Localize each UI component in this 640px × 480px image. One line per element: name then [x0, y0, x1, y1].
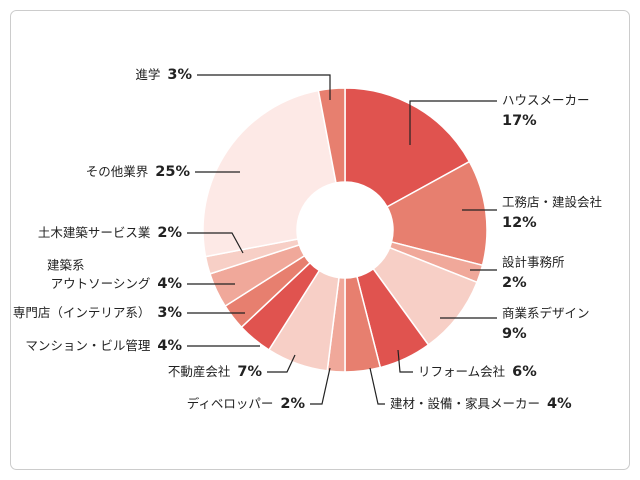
value-label: 4% — [157, 276, 182, 292]
data-label: 土木建築サービス業 2% — [38, 225, 183, 242]
data-label: アウトソーシング 4% — [51, 276, 183, 293]
category-label: ハウスメーカー — [502, 93, 590, 108]
data-label: 不動産会社 7% — [168, 364, 263, 381]
frame — [10, 10, 630, 470]
category-label: 土木建築サービス業 — [38, 225, 151, 240]
value-label: 2% — [157, 225, 182, 241]
data-label: ディベロッパー 2% — [187, 396, 306, 413]
value-label: 2% — [280, 396, 305, 412]
category-label: 進学 — [135, 67, 160, 82]
leader-line — [397, 349, 413, 373]
donut-segment — [202, 89, 337, 258]
value-label: 2% — [502, 275, 527, 291]
category-label: 建材・設備・家具メーカー — [390, 396, 540, 411]
leader-line — [197, 74, 331, 100]
data-label: 建材・設備・家具メーカー 4% — [390, 396, 572, 413]
value-label: 17% — [502, 113, 537, 129]
category-label: マンション・ビル管理 — [25, 338, 151, 353]
category-label: その他業界 — [86, 164, 149, 179]
value-label: 9% — [502, 326, 527, 342]
category-label: ディベロッパー — [187, 396, 274, 411]
category-label: リフォーム会社 — [418, 364, 505, 379]
leader-line — [310, 367, 331, 405]
value-label: 6% — [512, 364, 537, 380]
data-label: リフォーム会社 6% — [418, 364, 537, 381]
category-label: アウトソーシング — [51, 276, 151, 291]
donut-segment — [317, 87, 346, 184]
donut-segment — [344, 87, 471, 208]
data-label: 専門店（インテリア系） 3% — [13, 305, 183, 322]
category-label: 専門店（インテリア系） — [13, 305, 151, 320]
value-label: 25% — [155, 164, 190, 180]
leader-line — [187, 232, 244, 254]
value-label: 4% — [547, 396, 572, 412]
category-label: 建築系 — [47, 258, 85, 273]
data-label: 進学 3% — [135, 67, 192, 84]
value-label: 12% — [502, 215, 537, 231]
category-label: 不動産会社 — [168, 364, 231, 379]
leader-line — [409, 100, 497, 145]
data-label: マンション・ビル管理 4% — [25, 338, 182, 355]
leader-line — [267, 354, 296, 373]
leader-line — [369, 367, 385, 405]
category-label: 工務店・建設会社 — [502, 195, 602, 210]
data-label: その他業界 25% — [86, 164, 191, 181]
value-label: 4% — [157, 338, 182, 354]
value-label: 7% — [237, 364, 262, 380]
category-label: 設計事務所 — [502, 255, 565, 270]
value-label: 3% — [167, 67, 192, 83]
value-label: 3% — [157, 305, 182, 321]
category-label: 商業系デザイン — [502, 306, 590, 321]
